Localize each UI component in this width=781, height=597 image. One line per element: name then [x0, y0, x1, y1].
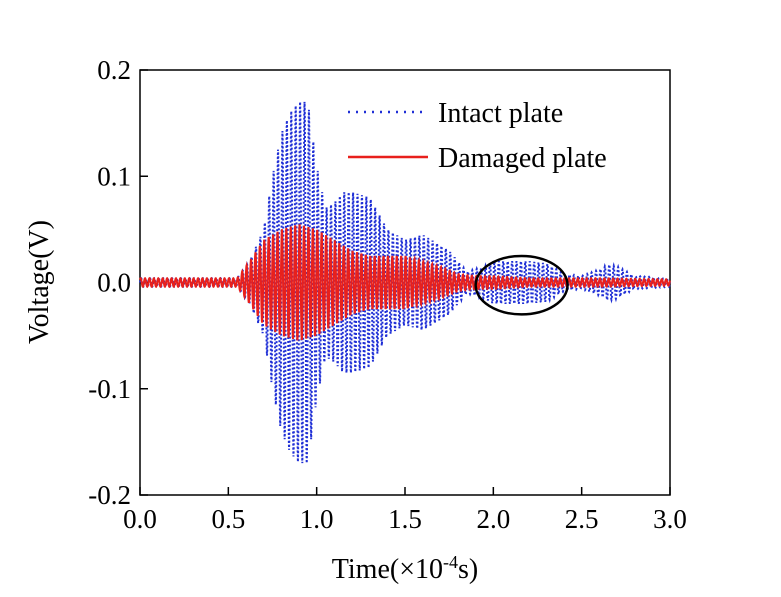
- y-tick-label: -0.2: [88, 480, 131, 510]
- x-tick-label: 0.0: [123, 504, 157, 534]
- axis-ticks: 0.0 0.5 1.0 1.5 2.0 2.5 3.0 0.2 0.1 0.0 -0.1 -0.2: [88, 55, 687, 534]
- legend: Intact plate Damaged plate: [348, 98, 607, 174]
- annotation-ellipse: [474, 254, 569, 316]
- x-axis-label-prefix: Time(×10: [332, 554, 443, 585]
- x-tick-label: 3.0: [653, 504, 687, 534]
- x-axis-label: Time(×10-4s): [332, 552, 478, 585]
- x-axis-label-exponent: -4: [443, 552, 458, 572]
- x-tick-label: 0.5: [211, 504, 245, 534]
- y-tick-label: 0.2: [97, 55, 131, 85]
- y-tick-label: -0.1: [88, 374, 131, 404]
- series-line-damaged: [139, 224, 671, 341]
- x-tick-label: 2.5: [565, 504, 599, 534]
- x-tick-label: 1.0: [300, 504, 334, 534]
- legend-label-intact: Intact plate: [438, 98, 563, 129]
- x-axis-label-suffix: s): [458, 554, 478, 585]
- y-tick-label: 0.0: [97, 268, 131, 298]
- y-tick-label: 0.1: [97, 161, 131, 191]
- x-tick-label: 2.0: [476, 504, 510, 534]
- x-tick-label: 1.5: [388, 504, 422, 534]
- legend-label-damaged: Damaged plate: [438, 143, 607, 174]
- series-layer: [139, 101, 671, 464]
- y-axis-label: Voltage(V): [24, 220, 55, 344]
